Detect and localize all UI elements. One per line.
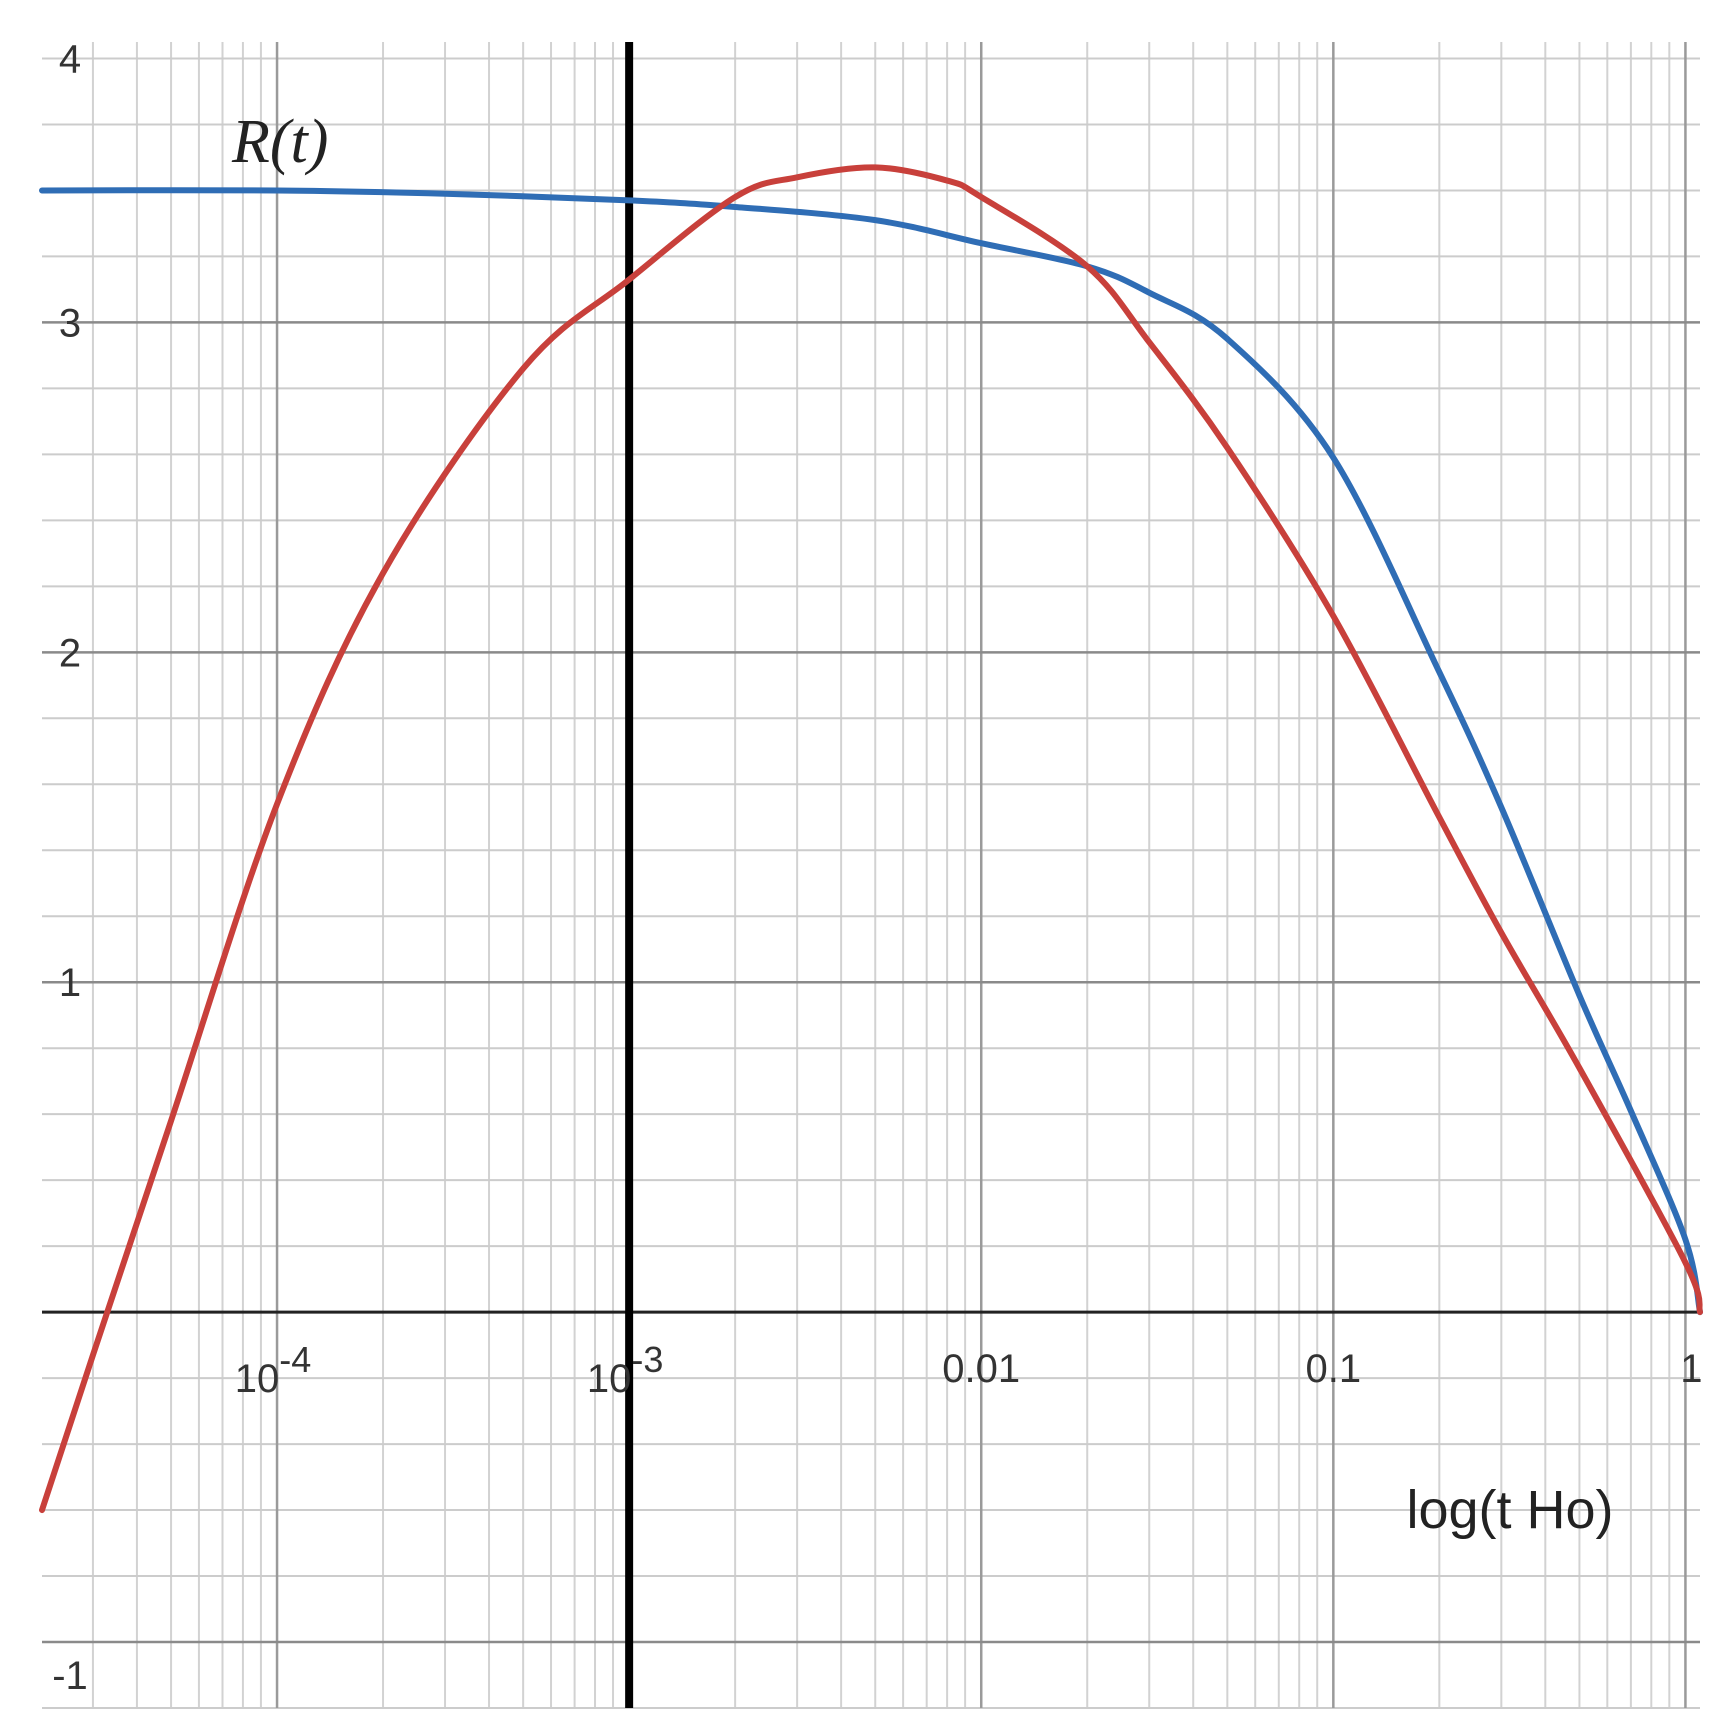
major-grid xyxy=(42,42,1700,1708)
x-tick-label: 10-3 xyxy=(587,1339,664,1401)
y-tick-label: 4 xyxy=(59,37,81,81)
x-tick-label-exponent: -4 xyxy=(279,1339,311,1380)
curves xyxy=(39,164,1703,1514)
x-tick-label-base: 10 xyxy=(235,1357,280,1401)
axes xyxy=(42,42,1700,1708)
y-tick-label: 1 xyxy=(59,961,81,1005)
x-tick-label: 0.01 xyxy=(942,1347,1020,1391)
x-tick-label: 0.1 xyxy=(1306,1347,1362,1391)
minor-grid xyxy=(42,42,1700,1709)
x-tick-labels: 10-4 10-3 0.01 0.1 1 xyxy=(235,1339,1703,1401)
y-tick-label: 2 xyxy=(59,631,81,675)
x-tick-label: 1 xyxy=(1680,1347,1702,1391)
series-line-2 xyxy=(39,164,1703,1514)
x-tick-label-base: 10 xyxy=(587,1357,632,1401)
x-tick-label: 10-4 xyxy=(235,1339,312,1401)
x-axis-title: log(t Ho) xyxy=(1406,1480,1613,1540)
y-axis-title: R(t) xyxy=(231,108,328,176)
y-tick-label: 3 xyxy=(59,301,81,345)
series-line-1 xyxy=(39,187,1703,1316)
y-tick-label: -1 xyxy=(52,1654,88,1698)
y-tick-labels: 4 3 2 1 -1 xyxy=(52,37,88,1698)
x-tick-label-exponent: -3 xyxy=(631,1339,663,1380)
